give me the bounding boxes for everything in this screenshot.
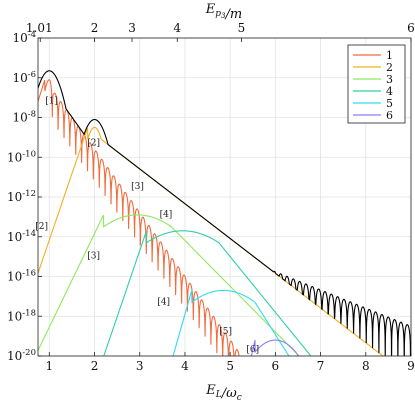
x-tick-label: 4 bbox=[181, 359, 189, 373]
top-tick-label: 1.01 bbox=[26, 21, 53, 35]
top-tick-label: 2 bbox=[91, 21, 99, 35]
y-tick-label: 10-6 bbox=[12, 70, 36, 85]
y-tick-label: 10-16 bbox=[7, 269, 36, 284]
x-tick-label: 3 bbox=[136, 359, 144, 373]
legend-label: 4 bbox=[386, 85, 393, 98]
y-tick-label: 10-18 bbox=[7, 308, 36, 323]
annotation-label: [2] bbox=[87, 138, 100, 148]
y-tick-label: 10-8 bbox=[12, 110, 36, 125]
x-tick-label: 1 bbox=[45, 359, 53, 373]
x-tick-label: 5 bbox=[226, 359, 234, 373]
legend-label: 3 bbox=[386, 73, 393, 86]
x-tick-label: 2 bbox=[91, 359, 99, 373]
annotation-label: [2] bbox=[35, 222, 48, 232]
annotation-label: [3] bbox=[87, 252, 100, 262]
y-tick-label: 10-12 bbox=[7, 189, 36, 204]
annotation-label: [5] bbox=[219, 327, 232, 337]
top-tick-label: 4 bbox=[173, 21, 181, 35]
series-line-1 bbox=[38, 79, 240, 356]
x-axis: 1 2 3 4 5 6 7 8 9 bbox=[45, 352, 415, 373]
series-line-5 bbox=[172, 289, 290, 356]
legend-label: 1 bbox=[386, 49, 393, 62]
series-line-3 bbox=[38, 214, 300, 356]
legend-label: 6 bbox=[386, 109, 393, 122]
series-line-total bbox=[38, 70, 411, 356]
annotation-label: [1] bbox=[45, 97, 58, 107]
x-tick-label: 7 bbox=[317, 359, 325, 373]
x-tick-label: 8 bbox=[362, 359, 370, 373]
top-tick-label: 3 bbox=[128, 21, 136, 35]
series-line-4 bbox=[103, 230, 312, 356]
annotations: [1] [2] [2] [3] [3] [4] [4] [5] [6] bbox=[35, 97, 259, 355]
legend-label: 5 bbox=[386, 97, 393, 110]
top-axis: 1.01 2 3 4 5 6 bbox=[26, 21, 415, 42]
plot-area bbox=[38, 70, 411, 356]
annotation-label: [4] bbox=[157, 297, 170, 307]
annotation-label: [3] bbox=[131, 182, 144, 192]
y-tick-label: 10-10 bbox=[7, 149, 36, 164]
legend-label: 2 bbox=[386, 61, 393, 74]
top-axis-title: Ep3/m bbox=[205, 2, 242, 22]
top-tick-label: 6 bbox=[407, 21, 415, 35]
y-tick-label: 10-14 bbox=[7, 229, 36, 244]
x-tick-label: 6 bbox=[272, 359, 280, 373]
x-axis-title: EL/ωc bbox=[205, 383, 242, 403]
annotation-label: [4] bbox=[160, 210, 173, 220]
y-tick-label: 10-20 bbox=[7, 348, 36, 363]
top-tick-label: 5 bbox=[238, 21, 246, 35]
legend-box bbox=[347, 44, 406, 124]
x-tick-label: 9 bbox=[407, 359, 415, 373]
y-axis: 10-20 10-18 10-16 10-14 10-12 10-10 10-8 10-6 10… bbox=[7, 30, 42, 363]
y-tick-label: 10-4 bbox=[12, 30, 36, 45]
annotation-label: [6] bbox=[246, 345, 259, 355]
